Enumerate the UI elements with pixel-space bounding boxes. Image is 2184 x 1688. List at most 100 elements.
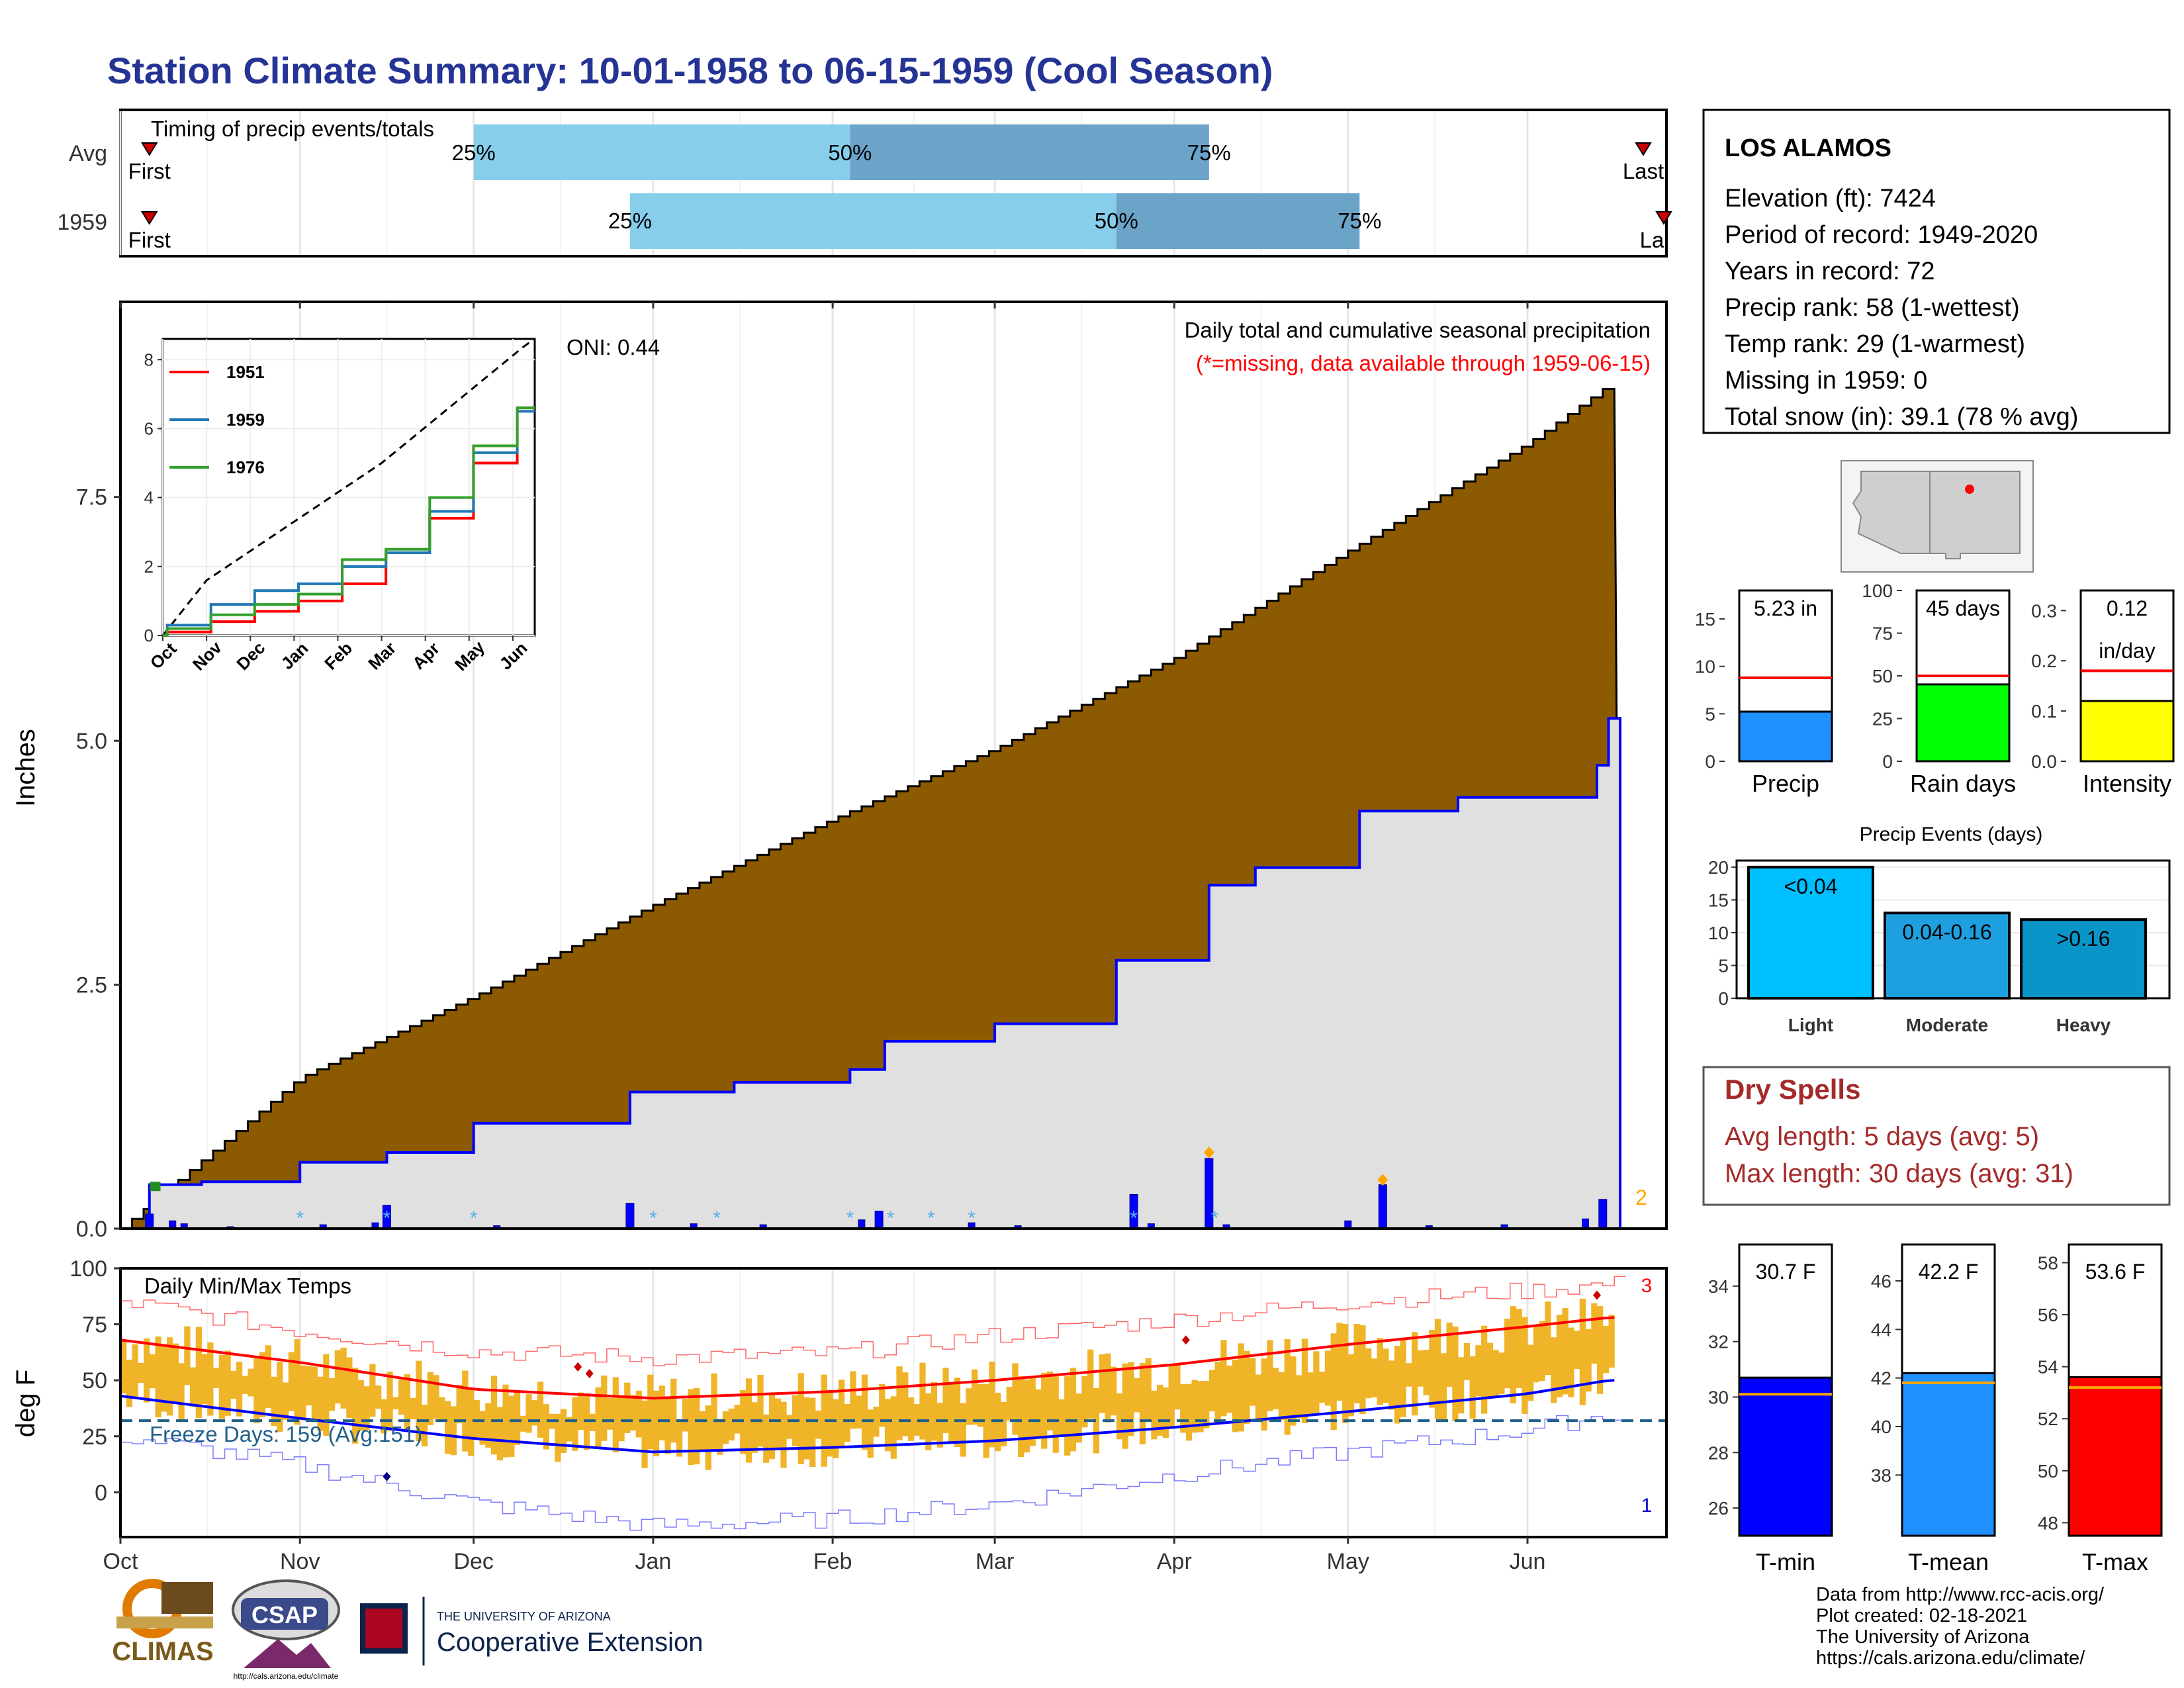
daily-temp-range-bar: [1151, 1390, 1158, 1440]
snow-marker: *: [927, 1207, 935, 1229]
daily-temp-range-bar: [166, 1337, 173, 1416]
daily-temp-range-bar: [224, 1350, 231, 1416]
daily-temp-range-bar: [1608, 1315, 1615, 1368]
record-high-marker: [574, 1362, 582, 1372]
oni-label: ONI: 0.44: [567, 335, 660, 359]
events-ytick-label: 0: [1718, 988, 1729, 1009]
month-label: May: [1327, 1549, 1369, 1574]
ua-logo-extension: Cooperative Extension: [437, 1628, 703, 1657]
daily-temp-range-bar: [294, 1339, 300, 1425]
daily-temp-range-bar: [913, 1404, 920, 1436]
daily-temp-range-bar: [1602, 1325, 1610, 1374]
daily-temp-range-bar: [520, 1415, 526, 1432]
month-label: Jun: [1510, 1549, 1546, 1574]
daily-temp-range-bar: [1145, 1358, 1152, 1421]
inset-legend-label: 1951: [226, 362, 265, 382]
daily-temp-range-bar: [1273, 1368, 1279, 1409]
daily-temp-range-bar: [381, 1399, 387, 1434]
timing-pct-label: 75%: [1338, 209, 1381, 233]
daily-temp-range-bar: [1469, 1356, 1476, 1419]
daily-temp-range-bar: [1458, 1357, 1465, 1414]
csap-logo-mountains: [244, 1639, 331, 1668]
daily-precip-bar: [145, 1213, 154, 1229]
inset-ytick-label: 2: [144, 557, 154, 577]
daily-temp-range-bar: [1562, 1308, 1569, 1395]
summary-value-bar: [1915, 683, 2011, 763]
daily-temp-range-bar: [873, 1407, 880, 1437]
timing-row-label-avg: Avg: [69, 141, 107, 166]
daily-temp-range-bar: [369, 1364, 376, 1417]
daily-temp-range-bar: [1069, 1368, 1077, 1452]
daily-temp-range-bar: [763, 1414, 770, 1463]
daily-temp-range-bar: [751, 1402, 758, 1453]
daily-temp-range-bar: [456, 1384, 463, 1423]
temp-panel-border: [119, 1267, 1668, 1538]
daily-temp-range-bar: [856, 1395, 862, 1429]
precip-events-chart: Precip Events (days) 0 5 10 15 20 <0.04 Light 0…: [1708, 823, 2171, 1035]
daily-temp-range-bar: [1452, 1326, 1459, 1421]
daily-temp-range-bar: [1232, 1359, 1239, 1432]
timing-bar-50-75: [1116, 193, 1360, 249]
temp-ytick-label: 25: [82, 1425, 107, 1450]
daily-temp-range-bar: [1185, 1383, 1193, 1441]
temp-summary-ytick-label: 28: [1708, 1442, 1729, 1463]
daily-temp-range-bar: [966, 1388, 972, 1425]
timing-pct-label: 25%: [452, 140, 496, 165]
inset-average-line: [161, 338, 535, 636]
daily-temp-range-bar: [1006, 1387, 1013, 1421]
precip-count-label: 2: [1635, 1186, 1647, 1209]
month-label: Dec: [453, 1549, 493, 1574]
daily-temp-range-bar: [1267, 1340, 1273, 1411]
temp-summary-ytick-label: 58: [2038, 1253, 2058, 1274]
temp-panel: 100 75 50 25 0 deg F Daily Min/Max Temps Fre…: [11, 302, 1668, 1574]
daily-temp-range-bar: [902, 1372, 909, 1436]
temp-summary-ytick-label: 38: [1871, 1465, 1891, 1485]
daily-temp-range-bar: [375, 1385, 382, 1409]
station-line-missing: Missing in 1959: 0: [1725, 367, 1927, 395]
daily-temp-range-bar: [288, 1352, 295, 1411]
daily-temp-range-bar: [1498, 1352, 1505, 1394]
daily-temp-range-bar: [1018, 1376, 1024, 1458]
daily-temp-range-bar: [514, 1392, 521, 1445]
inset-legend-label: 1976: [226, 457, 265, 477]
first-event-marker: [140, 142, 158, 156]
daily-temp-range-bar: [1203, 1381, 1210, 1429]
temp-top-count: 3: [1641, 1275, 1653, 1297]
daily-temp-range-bar: [1545, 1301, 1551, 1376]
daily-temp-range-bar: [827, 1389, 833, 1457]
daily-temp-range-bar: [404, 1374, 410, 1432]
daily-temp-range-bar: [780, 1401, 787, 1468]
daily-temp-range-bar: [508, 1395, 515, 1457]
daily-temp-range-bar: [1250, 1358, 1256, 1406]
summary-label: Rain days: [1910, 770, 2016, 797]
snow-marker: *: [1130, 1207, 1138, 1229]
events-category-label: Moderate: [1906, 1015, 1988, 1035]
daily-temp-range-bar: [346, 1357, 353, 1419]
events-bar: [1747, 865, 1874, 1000]
record-min-line: [120, 1415, 1626, 1531]
summary-ytick-label: 0.2: [2031, 651, 2057, 671]
summary-value-bar: [1738, 710, 1833, 763]
summary-value-bar: [2079, 700, 2175, 763]
daily-temp-range-bar: [543, 1404, 549, 1450]
temp-summary-value-label: 53.6 F: [2085, 1260, 2146, 1284]
daily-temp-range-bar: [1423, 1350, 1430, 1395]
daily-temp-range-bar: [572, 1397, 578, 1451]
daily-temp-range-bar: [694, 1387, 700, 1465]
csap-logo: CSAP http://cals.arizona.edu/climate: [232, 1579, 340, 1681]
ua-logo: THE UNIVERSITY OF ARIZONA Cooperative Ex…: [360, 1597, 703, 1665]
daily-temp-range-bar: [879, 1383, 886, 1427]
dry-spells-avg: Avg length: 5 days (avg: 5): [1725, 1122, 2039, 1151]
climas-logo-block: [161, 1582, 213, 1614]
footer-credits: Data from http://www.rcc-acis.org/ Plot …: [1816, 1584, 2105, 1669]
daily-temp-range-bar: [490, 1376, 498, 1455]
daily-temp-range-bar: [861, 1374, 868, 1450]
temp-summary-ytick-label: 42: [1871, 1368, 1891, 1389]
snow-marker: *: [713, 1207, 721, 1229]
temp-summary-ytick-label: 32: [1708, 1332, 1729, 1352]
daily-temp-range-bar: [1046, 1371, 1054, 1430]
daily-temp-range-bar: [705, 1405, 711, 1470]
summary-label: Intensity: [2083, 770, 2171, 797]
station-info-box: LOS ALAMOS Elevation (ft): 7424 Period o…: [1702, 109, 2171, 434]
station-location-marker: [1965, 485, 1974, 494]
